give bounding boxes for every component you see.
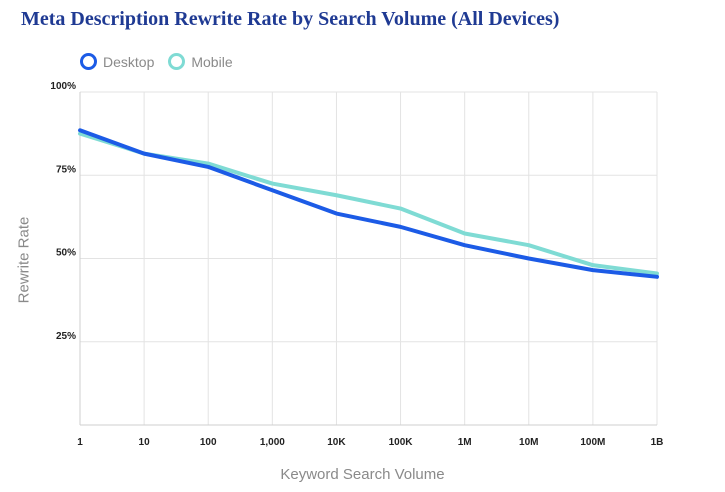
legend-label-desktop: Desktop [103,53,155,70]
x-tick-label: 1,000 [260,437,285,448]
x-tick-label: 10M [519,437,538,448]
y-tick-label: 25% [56,331,76,342]
legend-item-mobile[interactable]: Mobile [168,53,233,70]
legend-swatch-mobile [168,53,186,70]
x-tick-label: 1B [651,437,664,448]
x-tick-label: 100 [200,437,217,448]
y-axis-label: Rewrite Rate [15,216,33,304]
x-tick-label: 1 [77,437,83,448]
chart-title: Meta Description Rewrite Rate by Search … [21,8,560,30]
legend-label-mobile: Mobile [191,53,233,70]
x-tick-label: 1M [458,437,472,448]
y-tick-label: 75% [56,164,76,175]
x-axis-label: Keyword Search Volume [280,466,445,483]
x-tick-label: 10 [139,437,151,448]
x-tick-label: 100M [580,437,605,448]
legend-swatch-desktop [80,53,97,70]
y-tick-label: 50% [56,248,76,259]
series-line-desktop [78,128,659,279]
x-tick-label: 10K [327,437,346,448]
x-tick-label: 100K [389,437,414,448]
y-tick-label: 100% [50,81,76,92]
legend-item-desktop[interactable]: Desktop [80,53,154,70]
legend: Desktop Mobile [80,53,233,70]
series-line-mobile [78,131,659,276]
